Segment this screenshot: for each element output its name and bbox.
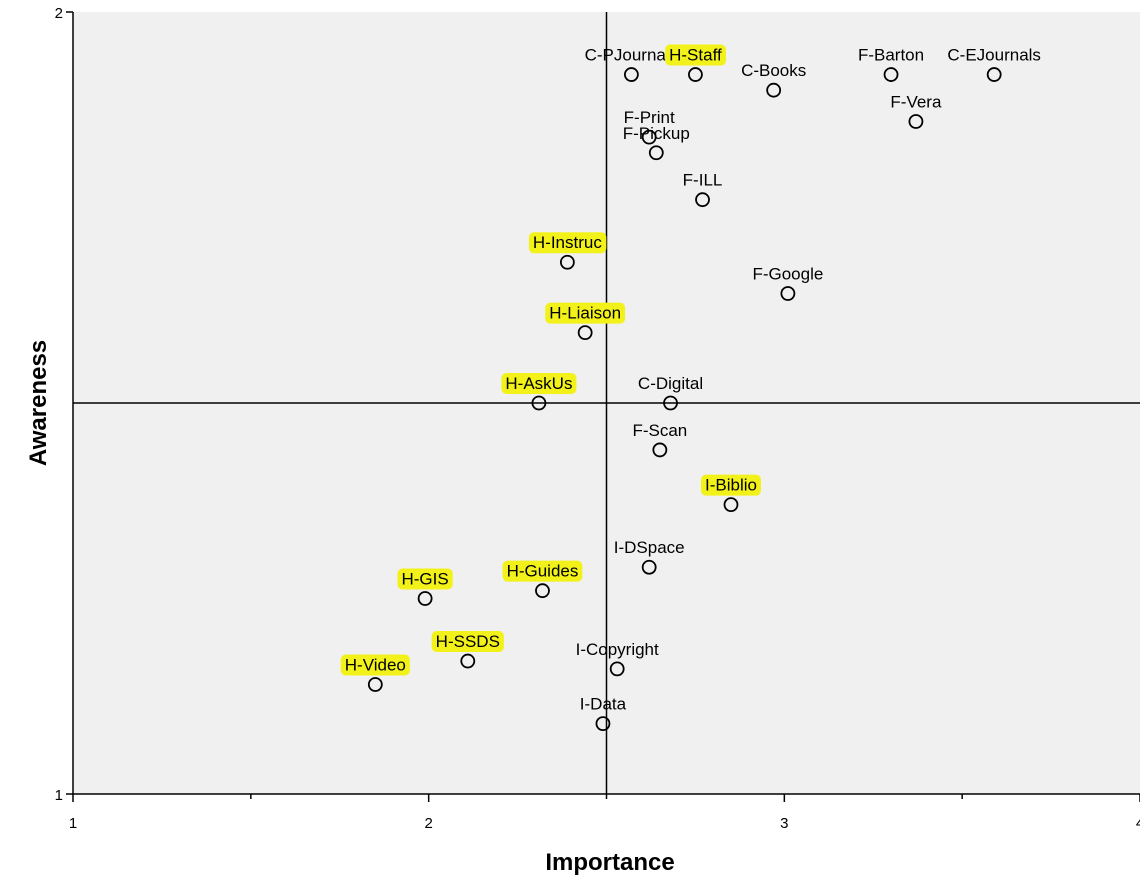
data-point-group: H-Guides (502, 560, 583, 599)
data-point-group: I-Data (580, 695, 627, 732)
data-label: H-Video (345, 656, 406, 675)
data-label-highlight (528, 232, 607, 254)
data-point (652, 442, 668, 458)
data-point-group: C-PJournals (585, 46, 679, 82)
data-point (688, 67, 703, 82)
data-label-highlight (501, 373, 577, 394)
data-label: H-Liaison (549, 304, 621, 323)
data-label: C-EJournals (947, 46, 1041, 65)
data-point (641, 559, 657, 575)
data-label: H-AskUs (505, 374, 572, 393)
data-point-group: C-EJournals (947, 46, 1041, 82)
data-label: F-Vera (890, 92, 942, 111)
data-point (609, 661, 625, 677)
data-point (663, 395, 678, 411)
data-label: H-SSDS (436, 632, 500, 651)
data-point-group: F-Print (624, 108, 675, 145)
data-point (641, 129, 657, 145)
x-tick-label: 1 (69, 815, 77, 832)
data-point-group: I-DSpace (614, 538, 685, 575)
axes: 1 2 3 4 1 2 (55, 5, 1140, 832)
data-label: H-Guides (507, 562, 579, 581)
data-point-group: F-Google (752, 265, 823, 301)
y-axis-title: Awareness (25, 340, 52, 466)
data-point (367, 677, 383, 692)
data-label: F-Google (752, 265, 823, 284)
data-point (559, 254, 575, 270)
data-label-highlight (397, 568, 453, 590)
data-point-group: I-Copyright (576, 640, 659, 677)
data-point (780, 286, 796, 301)
data-point-group: F-Scan (632, 421, 687, 458)
data-label-highlight (700, 474, 761, 496)
data-label: I-DSpace (614, 538, 685, 557)
data-point-group: H-Staff (665, 44, 726, 82)
data-label: I-Data (580, 695, 627, 714)
data-label-highlight (502, 560, 583, 582)
data-point (531, 395, 547, 411)
data-label: F-ILL (683, 171, 723, 190)
data-label-highlight (545, 302, 626, 324)
reference-lines (73, 12, 1140, 794)
data-label-highlight (665, 44, 726, 66)
data-point (595, 716, 611, 732)
data-point-group: F-ILL (683, 171, 723, 208)
data-point (535, 583, 550, 599)
data-point (623, 67, 639, 82)
data-point-group: F-Vera (890, 92, 942, 129)
data-point (648, 145, 664, 161)
data-label: H-Staff (669, 46, 722, 65)
data-point (908, 114, 924, 129)
data-point-group: H-Liaison (545, 302, 626, 341)
y-tick-label: 2 (55, 5, 63, 22)
data-point-group: I-Biblio (700, 474, 761, 513)
data-point-group: H-AskUs (501, 373, 577, 411)
data-point (577, 325, 593, 341)
data-label-highlight (431, 631, 504, 653)
data-label: C-Books (741, 61, 806, 80)
data-label: I-Biblio (705, 476, 757, 495)
data-label-highlight (340, 654, 410, 676)
data-label: F-Barton (858, 46, 924, 65)
data-point-group: H-Instruc (528, 232, 607, 270)
data-point-group: F-Pickup (623, 124, 690, 161)
data-label: C-Digital (638, 374, 703, 393)
data-point (883, 67, 899, 82)
y-tick-label: 1 (55, 787, 63, 804)
data-label: H-Instruc (533, 233, 602, 252)
data-point (986, 67, 1002, 82)
data-label: C-PJournals (585, 46, 679, 65)
data-point (766, 82, 782, 98)
data-label: F-Print (624, 108, 675, 127)
x-axis-title: Importance (545, 849, 674, 876)
data-point (695, 192, 710, 208)
data-label: H-GIS (401, 570, 448, 589)
data-point-group: C-Digital (638, 374, 703, 411)
x-tick-label: 3 (780, 815, 788, 832)
data-point-group: H-GIS (397, 568, 453, 606)
data-point (417, 591, 433, 606)
data-label: I-Copyright (576, 640, 659, 659)
data-point-group: H-Video (340, 654, 410, 692)
data-label: F-Scan (632, 421, 687, 440)
x-tick-label: 4 (1136, 815, 1140, 832)
data-point-group: C-Books (741, 61, 806, 98)
x-tick-label: 2 (424, 815, 432, 832)
data-point (723, 497, 739, 513)
data-label: F-Pickup (623, 124, 690, 143)
data-point-group: F-Barton (858, 46, 924, 82)
data-point-group: H-SSDS (431, 631, 504, 669)
data-point (460, 653, 476, 669)
